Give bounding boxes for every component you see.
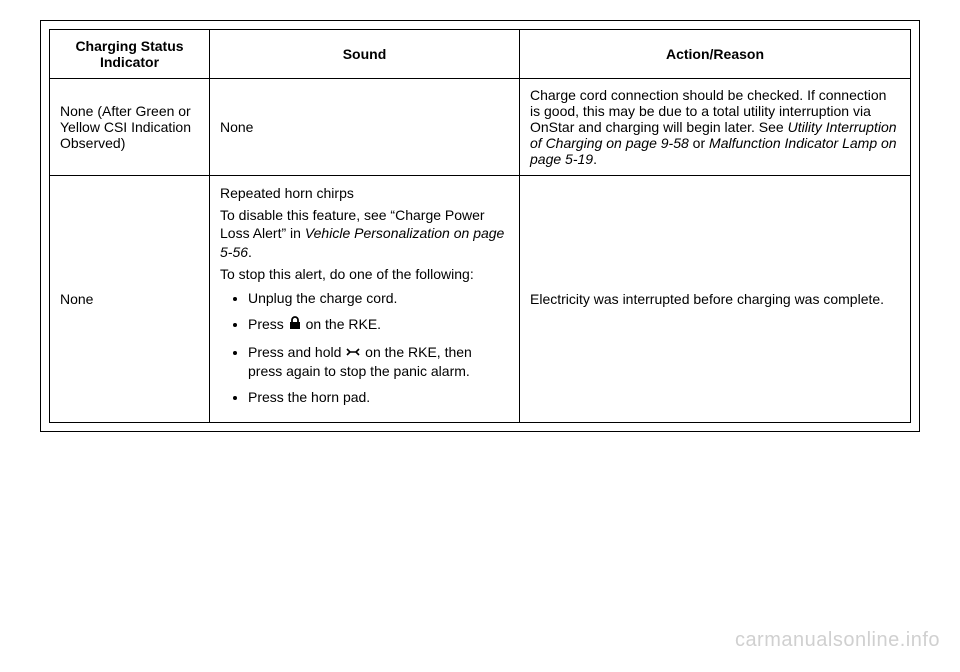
reason-text: or bbox=[689, 135, 709, 151]
list-item: Press the horn pad. bbox=[248, 388, 509, 406]
cell-csi: None (After Green or Yellow CSI Indicati… bbox=[50, 79, 210, 176]
page-container: Charging Status Indicator Sound Action/R… bbox=[0, 0, 960, 432]
table-header-row: Charging Status Indicator Sound Action/R… bbox=[50, 30, 911, 79]
bullet-text: Press bbox=[248, 316, 288, 332]
cell-reason: Charge cord connection should be checked… bbox=[520, 79, 911, 176]
sound-line: To disable this feature, see “Charge Pow… bbox=[220, 206, 509, 261]
charging-status-table: Charging Status Indicator Sound Action/R… bbox=[49, 29, 911, 423]
cell-csi: None bbox=[50, 176, 210, 423]
list-item: Press on the RKE. bbox=[248, 315, 509, 334]
bullet-text: on the RKE. bbox=[302, 316, 381, 332]
cell-sound: None bbox=[210, 79, 520, 176]
lock-icon bbox=[288, 316, 302, 334]
cell-sound: Repeated horn chirps To disable this fea… bbox=[210, 176, 520, 423]
list-item: Press and hold on the RKE, then press ag… bbox=[248, 343, 509, 381]
bullet-text: Press and hold bbox=[248, 344, 345, 360]
panic-icon bbox=[345, 344, 361, 362]
bullet-list: Unplug the charge cord. Press on the RKE… bbox=[220, 289, 509, 406]
table-frame: Charging Status Indicator Sound Action/R… bbox=[40, 20, 920, 432]
list-item: Unplug the charge cord. bbox=[248, 289, 509, 307]
sound-line: To stop this alert, do one of the follow… bbox=[220, 265, 509, 283]
header-sound: Sound bbox=[210, 30, 520, 79]
header-action: Action/Reason bbox=[520, 30, 911, 79]
watermark-text: carmanualsonline.info bbox=[735, 629, 940, 652]
table-row: None Repeated horn chirps To disable thi… bbox=[50, 176, 911, 423]
sound-line: Repeated horn chirps bbox=[220, 184, 509, 202]
reason-text: . bbox=[593, 151, 597, 167]
header-csi: Charging Status Indicator bbox=[50, 30, 210, 79]
table-row: None (After Green or Yellow CSI Indicati… bbox=[50, 79, 911, 176]
sound-text: . bbox=[248, 244, 252, 260]
cell-reason: Electricity was interrupted before charg… bbox=[520, 176, 911, 423]
